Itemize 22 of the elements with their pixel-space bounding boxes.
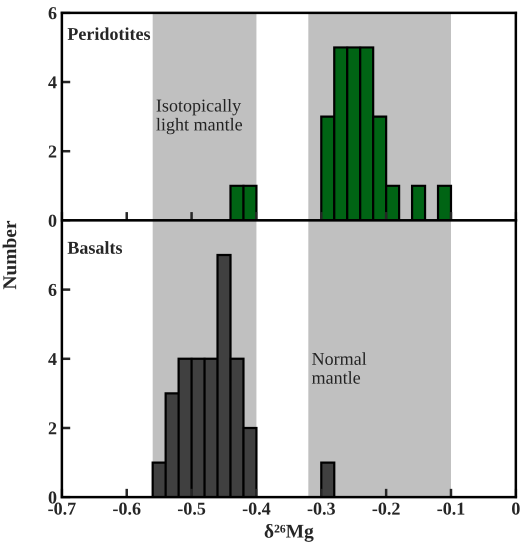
annotation: Peridotites — [68, 27, 150, 40]
x-tick-label: -0.4 — [242, 502, 270, 515]
y-tick-label: 0 — [48, 214, 56, 227]
y-tick-label: 6 — [48, 7, 56, 20]
annotation: Normal mantle — [312, 352, 366, 384]
y-axis-title: Number — [2, 220, 16, 290]
x-tick-label: -0.3 — [308, 502, 335, 515]
x-tick-label: -0.7 — [48, 502, 76, 515]
x-tick-label: 0 — [512, 502, 520, 515]
x-tick-label: -0.6 — [113, 502, 140, 515]
annotation: Isotopically light mantle — [156, 98, 242, 134]
x-axis-title: δ²⁶Mg — [264, 524, 314, 542]
x-tick-label: -0.2 — [372, 502, 400, 515]
y-tick-label: 2 — [48, 422, 56, 434]
annotation: Basalts — [68, 241, 122, 254]
y-tick-label: 4 — [48, 76, 57, 88]
y-tick-label: 6 — [48, 284, 56, 296]
x-tick-label: -0.5 — [178, 502, 206, 515]
y-tick-label: 4 — [48, 353, 57, 366]
y-tick-label: 0 — [48, 491, 56, 504]
x-tick-label: -0.1 — [437, 502, 464, 515]
y-tick-label: 2 — [48, 146, 56, 158]
